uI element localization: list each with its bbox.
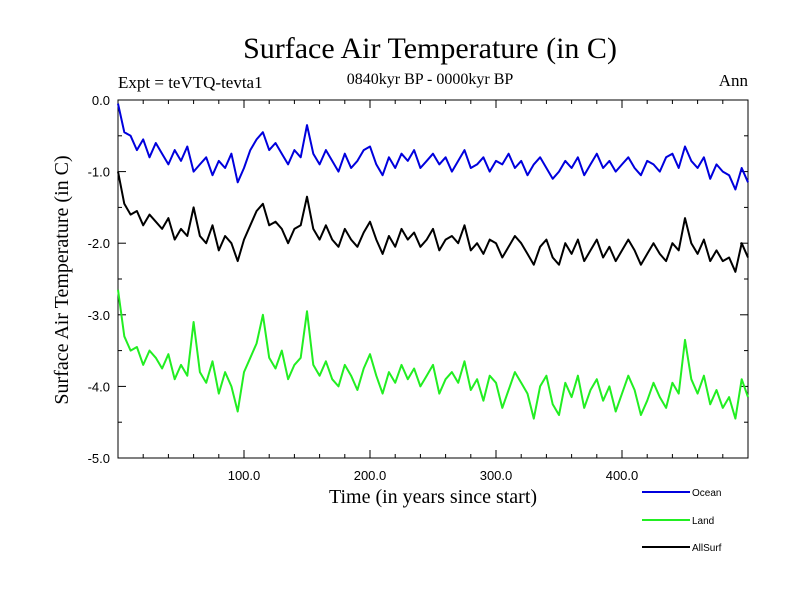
y-axis-label: Surface Air Temperature (in C) [51,155,73,404]
y-tick-label: -1.0 [88,165,110,180]
series-group [117,103,749,420]
y-tick-label: -5.0 [88,451,110,466]
x-tick-label: 100.0 [228,468,261,483]
y-tick-label: -4.0 [88,379,110,394]
legend-label-allsurf: AllSurf [692,543,722,554]
x-axis-label: Time (in years since start) [329,486,537,508]
y-tick-label: -3.0 [88,308,110,323]
chart-title: Surface Air Temperature (in C) [243,32,617,65]
series-line-land [117,289,749,420]
legend: Ocean Land AllSurf [642,488,722,554]
chart-subtitle: 0840kyr BP - 0000kyr BP [347,71,514,88]
y-tick-label: -2.0 [88,236,110,251]
legend-label-land: Land [692,516,714,527]
series-line-ocean [117,103,749,191]
season-label: Ann [719,71,749,90]
series-line-allsurf [117,171,749,273]
experiment-label: Expt = teVTQ-tevta1 [118,73,263,92]
x-tick-label: 300.0 [480,468,513,483]
x-axis: 100.0 200.0 300.0 400.0 [142,100,724,483]
y-axis: 0.0 -1.0 -2.0 -3.0 -4.0 -5.0 [88,93,748,466]
x-tick-label: 400.0 [606,468,639,483]
y-tick-label: 0.0 [92,93,110,108]
legend-label-ocean: Ocean [692,488,721,499]
x-tick-label: 200.0 [354,468,387,483]
